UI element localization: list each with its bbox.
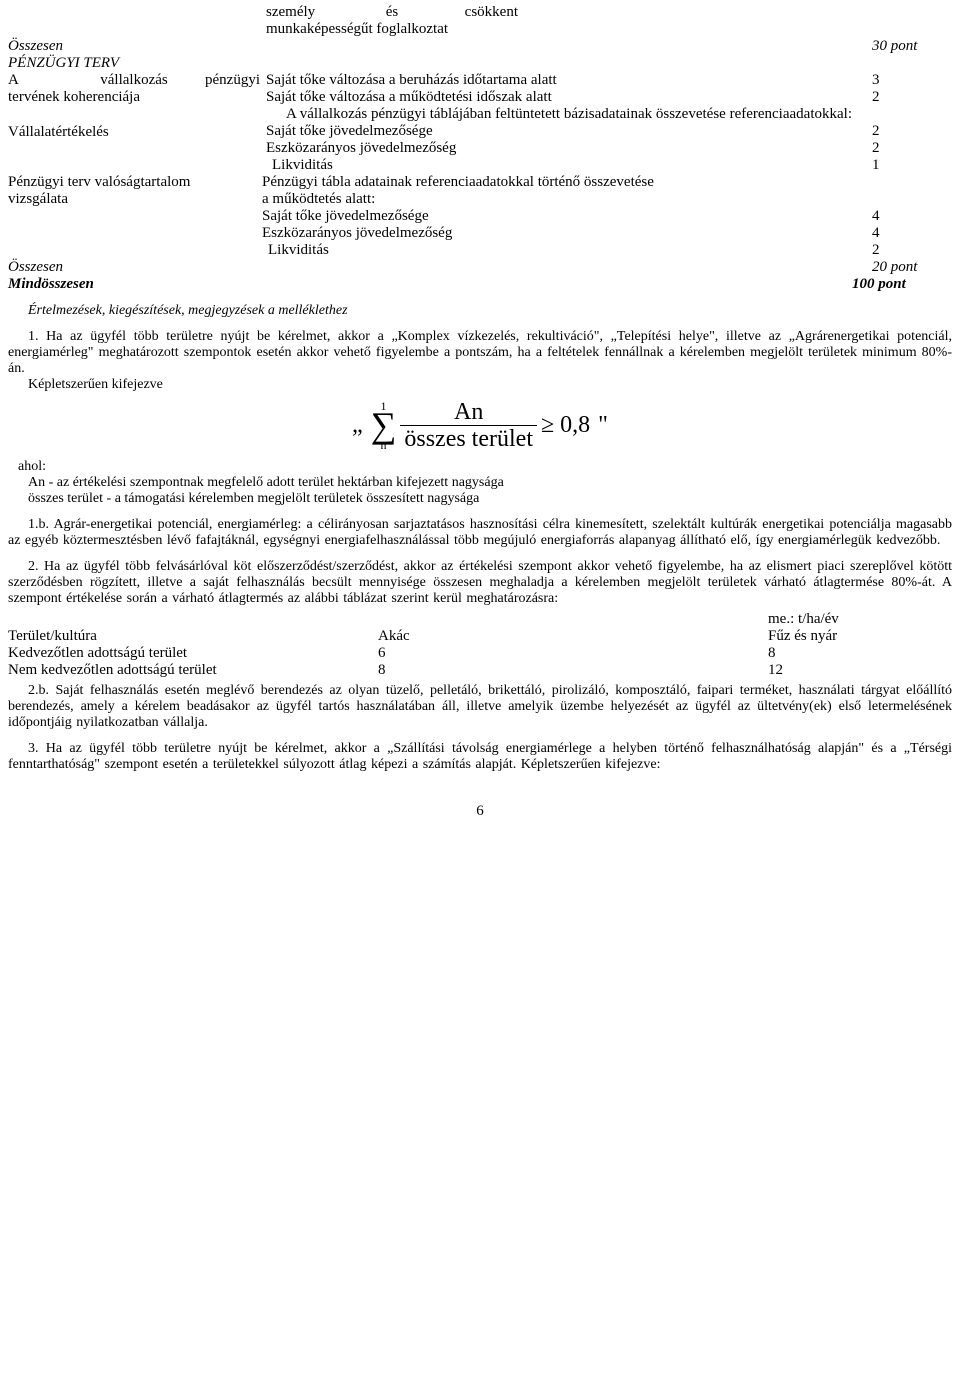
cell: Nem kedvezőtlen adottságú terület xyxy=(8,662,378,679)
text: vállalkozás xyxy=(92,72,176,89)
notes-heading: Értelmezések, kiegészítések, megjegyzése… xyxy=(28,303,952,319)
cell: 8 xyxy=(768,645,952,662)
criteria-value: 1 xyxy=(872,157,952,174)
osszesen-row: Összesen 20 pont xyxy=(8,259,952,276)
col-header: Akác xyxy=(378,628,768,645)
sum-bottom: n xyxy=(381,439,387,451)
criteria-value: 2 xyxy=(872,89,952,106)
text: Pénzügyi terv valóságtartalom xyxy=(8,174,266,191)
criteria-value: 3 xyxy=(872,72,952,89)
sigma-icon: 1 ∑ n xyxy=(371,400,397,451)
table-row: személy és csökkent munkaképességűt fogl… xyxy=(8,4,952,38)
mindosszesen-row: Mindösszesen 100 pont xyxy=(8,276,952,293)
label: Összesen xyxy=(8,259,266,276)
criteria-label: Eszközarányos jövedelmezőség xyxy=(266,140,872,157)
paragraph: 3. Ha az ügyfél több területre nyújt be … xyxy=(8,741,952,772)
text: összes terület - a támogatási kérelemben… xyxy=(28,491,952,507)
cell: 8 xyxy=(378,662,768,679)
cell: 6 xyxy=(378,645,768,662)
criteria-label: Likviditás xyxy=(266,157,872,174)
intro-text: Pénzügyi tábla adatainak referenciaadato… xyxy=(262,174,952,191)
formula: „ 1 ∑ n An összes terület ≥ 0,8 " xyxy=(8,399,952,453)
osszesen-row: Összesen 30 pont xyxy=(8,38,952,55)
section-heading: PÉNZÜGYI TERV xyxy=(8,55,952,72)
paragraph: 1. Ha az ügyfél több területre nyújt be … xyxy=(8,329,952,376)
text: és xyxy=(350,4,434,21)
fraction: An összes terület xyxy=(400,399,537,453)
criteria-value: 4 xyxy=(872,225,952,242)
criteria-label: Saját tőke jövedelmezősége xyxy=(262,208,872,225)
table-row: Pénzügyi terv valóságtartalom vizsgálata… xyxy=(8,174,952,259)
value: 30 pont xyxy=(872,38,952,55)
page-number: 6 xyxy=(8,803,952,820)
text: tervének koherenciája xyxy=(8,89,266,106)
rhs: ≥ 0,8 xyxy=(541,412,590,439)
criteria-value: 2 xyxy=(872,242,952,259)
cell: 12 xyxy=(768,662,952,679)
text: pénzügyi xyxy=(176,72,266,89)
criteria-value: 4 xyxy=(872,208,952,225)
justified-words: személy és csökkent xyxy=(266,4,524,21)
col-header: Terület/kultúra xyxy=(8,628,378,645)
table-row: A vállalkozás pénzügyi tervének koherenc… xyxy=(8,72,952,106)
criteria-label: Eszközarányos jövedelmezőség xyxy=(262,225,872,242)
paragraph: 2. Ha az ügyfél több felvásárlóval köt e… xyxy=(8,559,952,606)
text: vizsgálata xyxy=(8,191,266,208)
table-row: Vállalatértékelés A vállalkozás pénzügyi… xyxy=(8,106,952,174)
criteria-value: 2 xyxy=(872,123,952,140)
numerator: An xyxy=(450,399,487,425)
text: ahol: xyxy=(18,459,952,475)
criteria-label: Saját tőke változása a működtetési idősz… xyxy=(266,89,872,106)
value: 100 pont xyxy=(852,276,952,293)
criteria-label: Likviditás xyxy=(262,242,872,259)
value: 20 pont xyxy=(872,259,952,276)
text: An - az értékelési szempontnak megfelelő… xyxy=(28,475,952,491)
text: személy xyxy=(266,4,350,21)
paragraph: 2.b. Saját felhasználás esetén meglévő b… xyxy=(8,683,952,730)
criteria-value: 2 xyxy=(872,140,952,157)
intro-text: A vállalkozás pénzügyi táblájában feltün… xyxy=(266,106,952,123)
intro-text: a működtetés alatt: xyxy=(262,191,952,208)
text: A xyxy=(8,72,92,89)
label: Összesen xyxy=(8,38,266,55)
text: csökkent xyxy=(434,4,524,21)
unit-text: me.: t/ha/év xyxy=(768,611,952,628)
label: Vállalatértékelés xyxy=(8,106,266,141)
yield-table: me.: t/ha/év Terület/kultúra Akác Fűz és… xyxy=(8,611,952,679)
justified-words: A vállalkozás pénzügyi xyxy=(8,72,266,89)
col-header: Fűz és nyár xyxy=(768,628,952,645)
cell: Kedvezőtlen adottságú terület xyxy=(8,645,378,662)
text: Képletszerűen kifejezve xyxy=(28,377,952,393)
criteria-label: Saját tőke változása a beruházás időtart… xyxy=(266,72,872,89)
text: munkaképességűt foglalkoztat xyxy=(266,21,872,38)
denominator: összes terület xyxy=(400,425,537,452)
paragraph: 1.b. Agrár-energetikai potenciál, energi… xyxy=(8,517,952,548)
label: Mindösszesen xyxy=(8,276,266,293)
criteria-label: Saját tőke jövedelmezősége xyxy=(266,123,872,140)
